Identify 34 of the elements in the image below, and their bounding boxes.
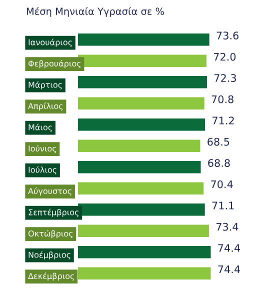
bar (78, 224, 209, 238)
bar (78, 246, 211, 258)
bar (78, 182, 204, 195)
data-label: 74.4 (218, 244, 240, 252)
data-label: 70.4 (211, 180, 233, 188)
data-label: 72.3 (214, 74, 236, 82)
y-tick-label: Ιούλιος (28, 166, 56, 174)
y-tick-label: Ιανουάριος (28, 38, 72, 47)
y-tick-label: Νοέμβριος (28, 251, 70, 260)
data-label: 68.5 (208, 138, 230, 146)
bar (78, 118, 206, 131)
data-label: 74.4 (218, 265, 240, 274)
data-label: 73.4 (216, 222, 238, 231)
data-label: 71.1 (212, 202, 234, 210)
y-tick-label: Ιούνιος (28, 144, 56, 154)
y-tick-label: Αύγουστος (28, 187, 72, 196)
y-tick-label: Δεκέμβριος (28, 272, 74, 281)
chart-title: Μέση Μηνιαία Υγρασία σε % (26, 7, 164, 17)
y-tick-label: Φεβρουάριος (28, 60, 81, 68)
data-label: 73.6 (216, 32, 238, 40)
bar (78, 140, 200, 152)
data-label: 68.8 (208, 159, 230, 167)
y-tick-label: Οκτώβριος (28, 230, 73, 238)
data-label: 72.0 (214, 52, 236, 61)
data-label: 70.8 (212, 95, 234, 104)
bar (78, 33, 210, 46)
bar (78, 97, 204, 110)
bar (78, 160, 201, 174)
y-tick-label: Απρίλιος (28, 102, 63, 111)
y-tick-label: Μάρτιος (28, 81, 62, 90)
y-tick-label: Μάιος (28, 124, 52, 132)
y-tick-label: Σεπτέμβριος (28, 208, 78, 217)
data-label: 71.2 (212, 116, 234, 124)
bar (78, 76, 207, 88)
